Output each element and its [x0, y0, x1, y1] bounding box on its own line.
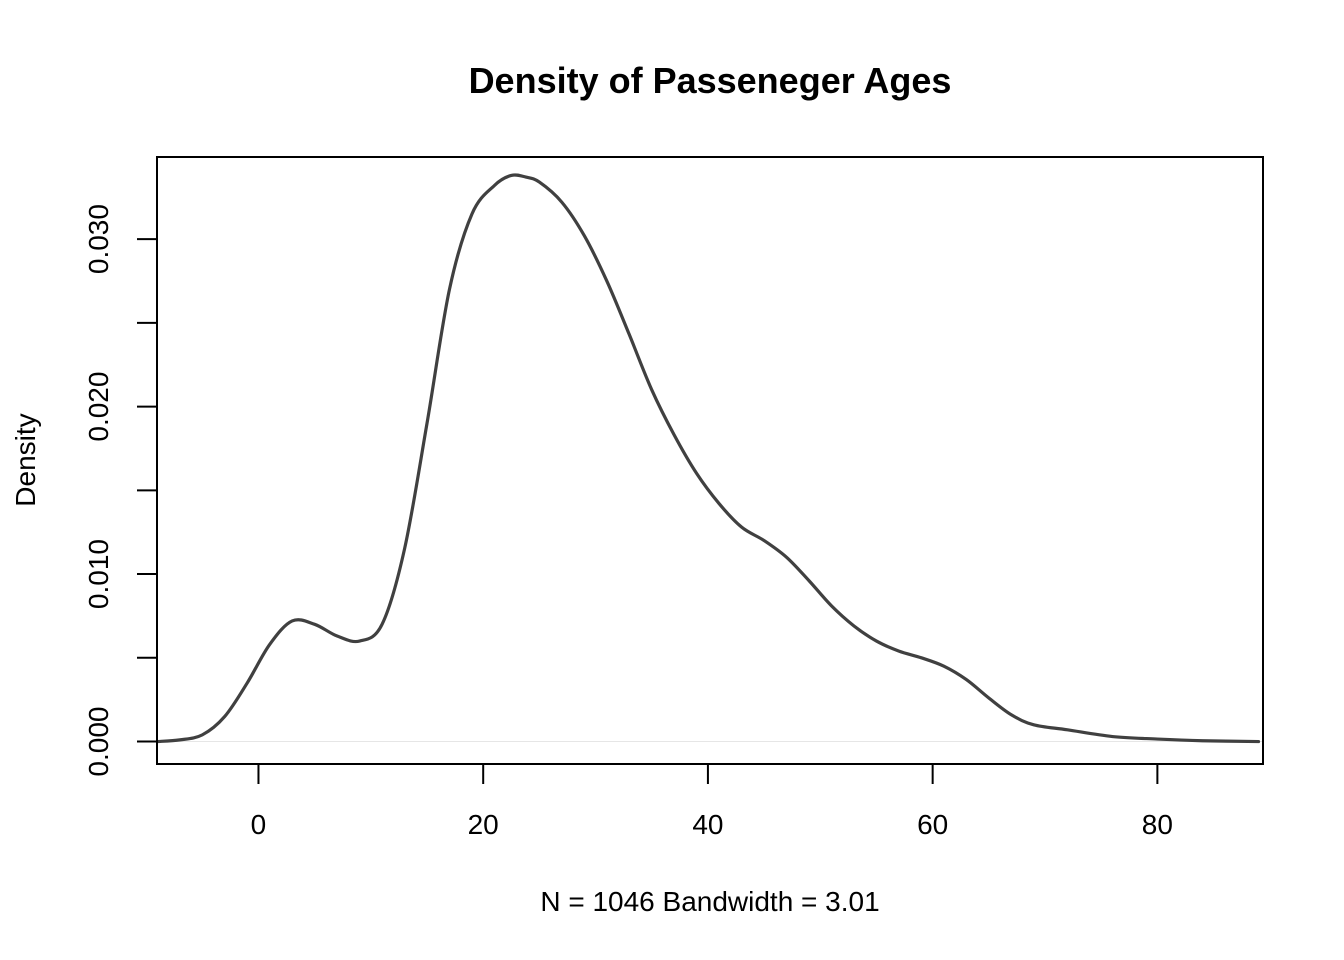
- y-tick-label: 0.000: [83, 707, 114, 777]
- y-axis: 0.000 0.010 0.020 0.030: [83, 204, 158, 777]
- x-tick-label: 40: [692, 809, 723, 840]
- x-tick-label: 0: [251, 809, 267, 840]
- plot-frame: [156, 156, 1264, 765]
- chart-title: Density of Passeneger Ages: [469, 60, 952, 101]
- density-curve-0: [155, 173, 1261, 744]
- x-tick-label: 20: [468, 809, 499, 840]
- x-axis: 0 20 40 60 80: [251, 763, 1173, 840]
- x-tick-label: 60: [917, 809, 948, 840]
- y-tick-label: 0.010: [83, 539, 114, 609]
- y-tick-label: 0.030: [83, 204, 114, 274]
- x-tick-label: 80: [1142, 809, 1173, 840]
- y-axis-label: Density: [10, 413, 41, 506]
- y-tick-label: 0.020: [83, 372, 114, 442]
- x-axis-label: N = 1046 Bandwidth = 3.01: [540, 886, 879, 917]
